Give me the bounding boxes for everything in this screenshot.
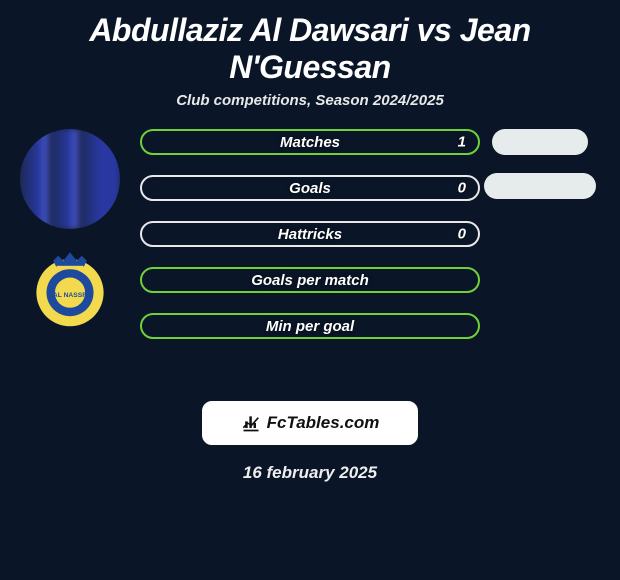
brand-text: FcTables.com [267,413,380,433]
left-column: AL NASSR [10,129,130,333]
page-title: Abdullaziz Al Dawsari vs Jean N'Guessan [0,0,620,88]
stat-label: Goals per match [251,272,369,289]
stat-bar-goals: Goals 0 [140,175,480,201]
player-avatar [20,129,120,229]
stat-value: 0 [458,226,466,243]
stat-bar-matches: Matches 1 [140,129,480,155]
right-column [480,129,600,199]
opponent-pill [492,129,588,155]
stat-label: Matches [280,134,340,151]
stat-value: 1 [458,134,466,151]
stat-bars: Matches 1 Goals 0 Hattricks 0 Goals per match M… [140,129,480,339]
opponent-pill [484,173,596,199]
player-photo-blur [20,129,120,229]
chart-icon [241,413,261,433]
stat-label: Hattricks [278,226,342,243]
stat-label: Goals [289,180,331,197]
club-badge: AL NASSR [28,249,112,333]
stat-bar-min-per-goal: Min per goal [140,313,480,339]
stat-label: Min per goal [266,318,354,335]
svg-text:AL NASSR: AL NASSR [53,292,87,299]
stat-bar-goals-per-match: Goals per match [140,267,480,293]
stat-bar-hattricks: Hattricks 0 [140,221,480,247]
date-text: 16 february 2025 [0,463,620,483]
brand-badge: FcTables.com [202,401,418,445]
subtitle: Club competitions, Season 2024/2025 [0,88,620,129]
stat-value: 0 [458,180,466,197]
comparison-panel: AL NASSR Matches 1 Goals 0 Hattricks 0 Goals p… [0,129,620,379]
